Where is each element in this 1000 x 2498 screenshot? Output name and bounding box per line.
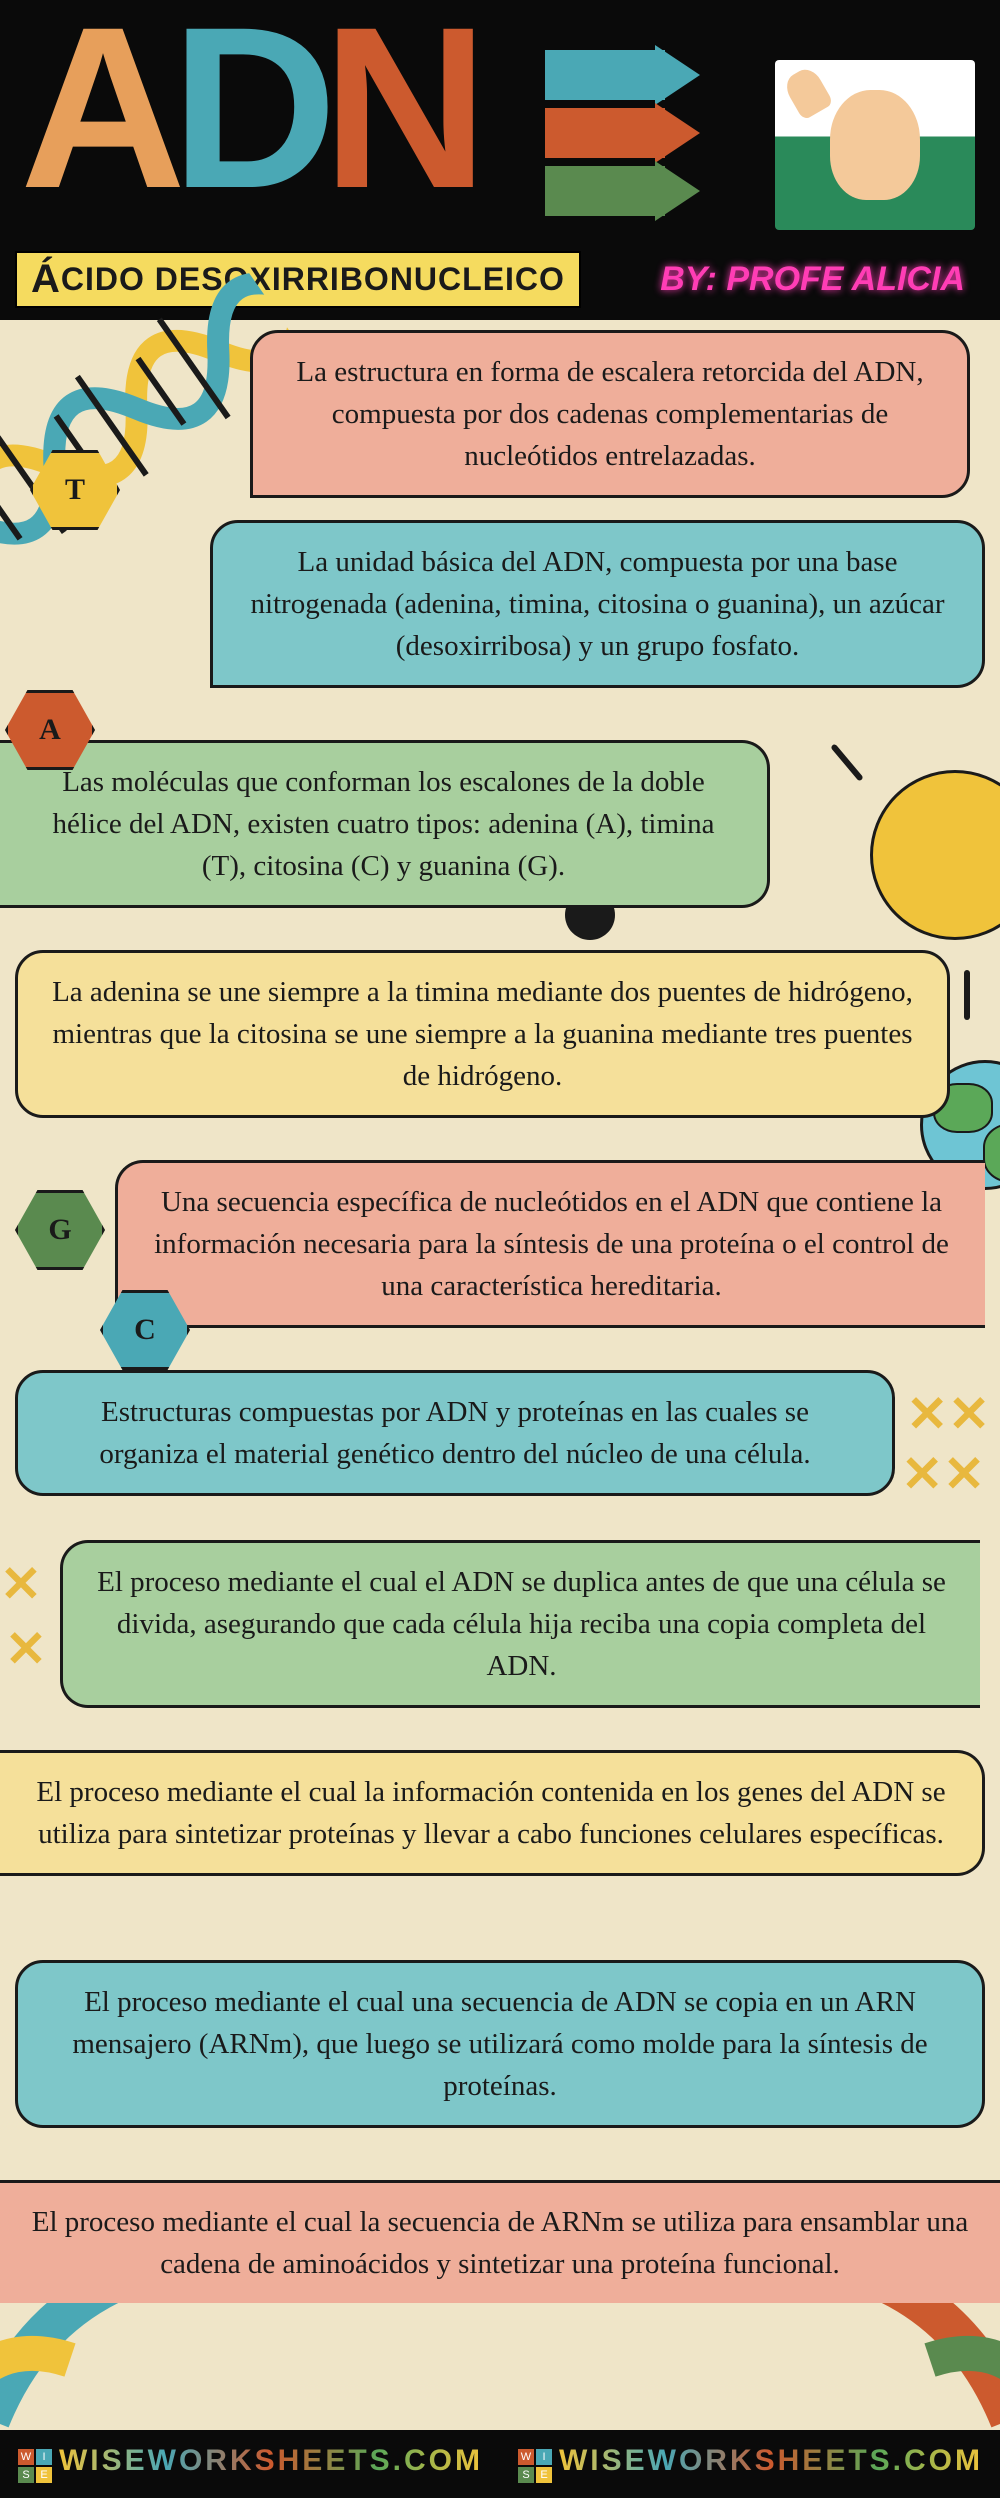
footer: WISEWISEWORKSHEETS.COM WISEWISEWORKSHEET… [0,2430,1000,2498]
sun-icon [870,770,1000,940]
arrow-icon [545,50,715,100]
definition-card-3: Las moléculas que conforman los escalone… [0,740,770,908]
watermark: WISEWISEWORKSHEETS.COM [517,2444,983,2484]
byline: BY: PROFE ALICIA [660,260,965,299]
arrow-icon [545,166,715,216]
definition-card-4: La adenina se une siempre a la timina me… [15,950,950,1118]
logo-letter-d: D [171,10,322,206]
definition-card-8: El proceso mediante el cual la informaci… [0,1750,985,1876]
definition-card-9: El proceso mediante el cual una secuenci… [15,1960,985,2128]
chromosome-icon: ✕ [5,1620,47,1678]
subtitle: ÁCIDO DESOXIRRIBONUCLEICO [15,251,581,308]
arrow-icon [545,108,715,158]
molecule-g: G [15,1190,105,1270]
definition-card-1: La estructura en forma de escalera retor… [250,330,970,498]
chromosome-icon: ✕✕ [901,1445,985,1503]
author-avatar [775,60,975,230]
chromosome-icon: ✕ [0,1555,42,1613]
definition-card-2: La unidad básica del ADN, compuesta por … [210,520,985,688]
chromosome-icon: ✕✕ [906,1385,990,1443]
sun-ray [964,970,970,1020]
definition-card-6: Estructuras compuestas por ADN y proteín… [15,1370,895,1496]
logo-letter-a: A [20,10,171,206]
header: A D N ÁCIDO DESOXIRRIBONUCLEICO BY: PROF… [0,0,1000,320]
content-area: ✕✕ ✕✕ ✕ ✕ La estructura en forma de esca… [0,320,1000,2430]
sun-ray [830,743,864,781]
definition-card-7: El proceso mediante el cual el ADN se du… [60,1540,980,1708]
logo-letter-n: N [322,10,473,206]
definition-card-5: Una secuencia específica de nucleótidos … [115,1160,985,1328]
arrow-stack [545,50,715,216]
adn-logo: A D N [20,10,473,206]
watermark: WISEWISEWORKSHEETS.COM [17,2444,483,2484]
definition-card-10: El proceso mediante el cual la secuencia… [0,2180,1000,2303]
